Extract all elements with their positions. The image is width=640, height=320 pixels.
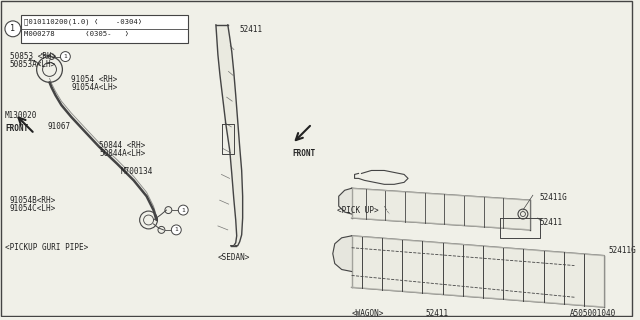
Circle shape (172, 225, 181, 235)
Text: FRONT: FRONT (5, 124, 28, 133)
Text: <PICK UP>: <PICK UP> (337, 206, 378, 215)
Text: <SEDAN>: <SEDAN> (218, 253, 250, 262)
Text: 91054B<RH>: 91054B<RH> (10, 196, 56, 205)
Text: 91054C<LH>: 91054C<LH> (10, 204, 56, 213)
Text: 1: 1 (10, 24, 15, 33)
Text: 1: 1 (175, 228, 178, 232)
Text: 50844 <RH>: 50844 <RH> (99, 141, 145, 150)
Text: <PICKUP GURI PIPE>: <PICKUP GURI PIPE> (5, 243, 88, 252)
Bar (20, 15, 188, 43)
Text: 1: 1 (181, 208, 185, 212)
Polygon shape (351, 188, 530, 230)
Text: 50853A<LH>: 50853A<LH> (10, 60, 56, 68)
Text: 1: 1 (63, 54, 67, 59)
Circle shape (179, 205, 188, 215)
Text: FRONT: FRONT (292, 149, 316, 158)
Text: 52411G: 52411G (608, 246, 636, 255)
Text: 52411: 52411 (540, 218, 563, 227)
Polygon shape (339, 188, 351, 214)
Text: M130020: M130020 (5, 111, 37, 120)
Text: M000278       ❬0305-   ❭: M000278 ❬0305- ❭ (24, 31, 129, 37)
Circle shape (60, 52, 70, 61)
Circle shape (5, 21, 20, 37)
Text: A505001040: A505001040 (570, 309, 616, 318)
Text: M700134: M700134 (121, 166, 153, 175)
Text: 52411: 52411 (240, 25, 263, 34)
Text: 50844A<LH>: 50844A<LH> (99, 149, 145, 158)
Polygon shape (333, 236, 351, 271)
Text: 91054A<LH>: 91054A<LH> (71, 83, 118, 92)
Text: Ⓑ010110200(1.0) ❬    -0304❭: Ⓑ010110200(1.0) ❬ -0304❭ (24, 18, 142, 25)
Polygon shape (351, 236, 604, 307)
Text: 91067: 91067 (47, 122, 70, 131)
Polygon shape (216, 25, 243, 246)
Text: 91054 <RH>: 91054 <RH> (71, 76, 118, 84)
Text: 50853 <RH>: 50853 <RH> (10, 52, 56, 60)
Text: 52411: 52411 (426, 309, 449, 318)
Text: 52411G: 52411G (540, 193, 568, 202)
Text: <WAGON>: <WAGON> (351, 309, 384, 318)
